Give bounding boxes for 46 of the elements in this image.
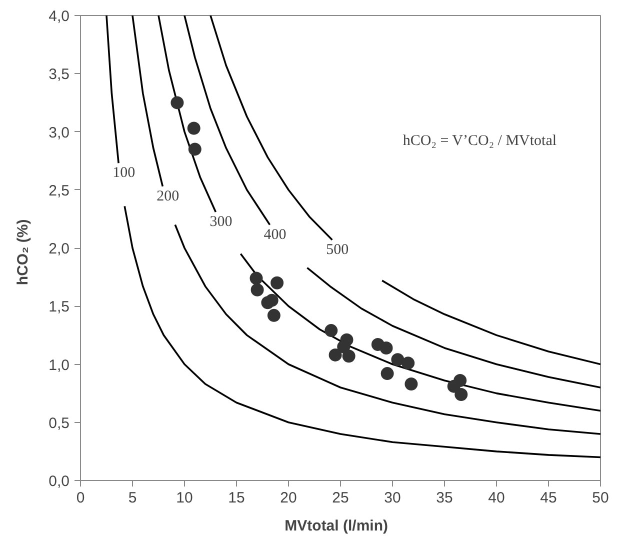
x-tick-label: 0 (76, 490, 85, 506)
annotation: hCO₂ = V’CO₂ / MVtotal (402, 133, 557, 150)
x-axis-title: MVtotal (l/min) (284, 518, 388, 534)
point (267, 308, 280, 322)
series-label: 100 (112, 165, 136, 182)
point (342, 350, 356, 363)
x-tick-label: 35 (436, 490, 453, 506)
y-tick-label: 1,5 (48, 298, 70, 316)
y-tick-label: 2,5 (48, 182, 70, 200)
point (187, 122, 200, 135)
x-tick-label: 5 (128, 490, 137, 506)
point (380, 341, 393, 354)
series-label: 200 (156, 188, 180, 204)
point (170, 96, 184, 110)
x-tick-label: 50 (592, 490, 609, 506)
y-tick-label: 1,0 (48, 356, 70, 374)
series-label: 300 (210, 214, 232, 230)
series-label: 400 (264, 226, 286, 243)
x-tick-label: 45 (540, 490, 557, 506)
y-tick-label: 0,0 (48, 473, 70, 490)
y-tick-label: 3,0 (48, 124, 70, 142)
y-axis-title: hCO₂ (%) (14, 219, 32, 286)
y-tick-label: 2,0 (48, 240, 70, 258)
point (250, 272, 263, 285)
point (324, 324, 338, 338)
x-tick-label: 10 (176, 490, 193, 506)
point (250, 283, 264, 296)
x-tick-label: 25 (332, 490, 349, 506)
point (380, 367, 394, 380)
x-tick-label: 40 (488, 490, 505, 506)
point (447, 380, 460, 393)
y-tick-label: 0,5 (48, 414, 70, 432)
point (402, 356, 415, 370)
point (270, 276, 284, 290)
y-tick-label: 3,5 (48, 66, 70, 84)
series-label: 500 (326, 242, 349, 258)
x-tick-label: 30 (384, 490, 401, 506)
point (328, 348, 342, 362)
point (404, 378, 418, 390)
point (265, 294, 278, 307)
x-tick-label: 15 (228, 490, 245, 506)
y-tick-label: 4,0 (48, 8, 70, 25)
x-tick-label: 20 (280, 490, 297, 506)
point (391, 353, 404, 366)
point (454, 388, 468, 401)
point (188, 142, 202, 156)
